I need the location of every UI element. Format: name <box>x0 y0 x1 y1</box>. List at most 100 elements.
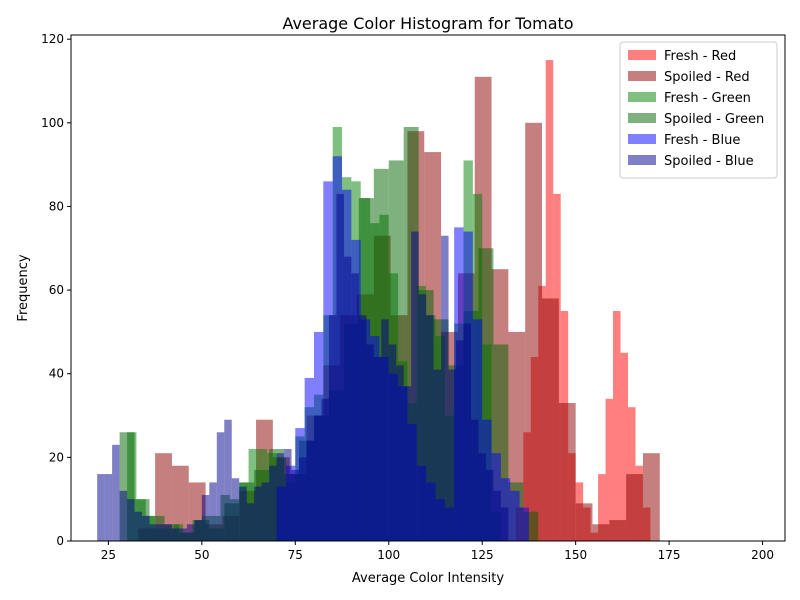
y-axis-label: Frequency <box>16 254 31 321</box>
histogram-bar <box>418 294 427 541</box>
histogram-bar <box>216 432 225 541</box>
histogram-bar <box>97 474 105 541</box>
histogram-bar <box>575 503 593 541</box>
histogram-bar <box>134 511 143 541</box>
histogram-bar <box>493 490 501 541</box>
histogram-bar <box>613 311 621 541</box>
series-5 <box>97 193 509 542</box>
legend-label: Spoiled - Blue <box>664 154 754 169</box>
y-axis: 0 20 40 60 80 100 120 <box>41 32 71 548</box>
histogram-bar <box>299 457 307 541</box>
histogram-bar <box>525 122 543 541</box>
histogram-bar <box>441 235 449 542</box>
histogram-bar <box>426 315 434 541</box>
histogram-bar <box>171 528 180 541</box>
histogram-bar <box>306 440 314 541</box>
legend-swatch <box>628 113 656 123</box>
histogram-bar <box>510 490 520 541</box>
histogram-bar <box>470 419 479 541</box>
histogram-bar <box>396 365 404 541</box>
legend-label: Spoiled - Green <box>664 112 764 127</box>
histogram-bar <box>403 386 412 541</box>
histogram-bar <box>239 486 247 541</box>
legend-swatch <box>628 134 656 144</box>
histogram-bar <box>411 231 419 542</box>
histogram-bar <box>609 520 627 541</box>
plot-frame <box>70 34 786 542</box>
histogram-bar <box>186 524 195 541</box>
histogram-bar <box>119 490 128 541</box>
y-tick-label: 120 <box>41 32 64 46</box>
histogram-bar <box>358 315 367 541</box>
histogram-bar <box>254 486 262 541</box>
histogram-bar <box>291 469 300 541</box>
histogram-bar <box>381 319 389 541</box>
histogram-bar <box>276 453 285 541</box>
histogram-bar <box>104 474 113 541</box>
histogram-bar <box>313 415 322 541</box>
x-axis: 25 50 75 100 125 150 175 200 <box>101 541 774 562</box>
histogram-bar <box>519 507 529 541</box>
histogram-bar <box>558 403 576 541</box>
histogram-bar <box>456 340 464 541</box>
x-tick-label: 150 <box>564 548 587 562</box>
legend-label: Fresh - Red <box>664 49 736 64</box>
legend-label: Fresh - Green <box>664 91 751 106</box>
x-tick-label: 200 <box>751 548 774 562</box>
y-tick-label: 100 <box>41 116 64 130</box>
histogram-bar <box>201 495 210 541</box>
histogram-bar <box>179 528 187 541</box>
legend-swatch <box>628 71 656 81</box>
histogram-bar <box>485 469 494 541</box>
histogram-bar <box>598 474 606 541</box>
histogram-bar <box>500 507 509 541</box>
histogram-bar <box>592 524 610 541</box>
histogram-bar <box>156 524 165 541</box>
histogram-bar <box>127 499 135 541</box>
x-tick-label: 125 <box>471 548 494 562</box>
histogram-bar <box>478 453 486 541</box>
histogram-bar <box>343 256 352 541</box>
histogram-bar <box>433 369 442 541</box>
y-tick-label: 40 <box>49 367 64 381</box>
histogram-bar <box>164 524 172 541</box>
x-tick-label: 100 <box>377 548 400 562</box>
histogram-bar <box>388 344 397 541</box>
histogram-bar <box>542 298 559 541</box>
x-tick-label: 175 <box>658 548 681 562</box>
legend-swatch <box>628 155 656 165</box>
histogram-bar <box>149 524 157 541</box>
x-axis-label: Average Color Intensity <box>352 571 504 586</box>
y-tick-label: 20 <box>49 450 64 464</box>
x-tick-label: 25 <box>101 548 116 562</box>
legend-frame <box>619 41 778 179</box>
histogram-bar <box>194 520 202 541</box>
histogram-bar <box>605 398 614 541</box>
histogram-bar <box>142 515 150 541</box>
histogram-bar <box>351 273 359 541</box>
legend-swatch <box>628 92 656 102</box>
legend-label: Spoiled - Red <box>664 70 750 85</box>
histogram-bar <box>269 465 277 541</box>
legend: Fresh - Red Spoiled - Red Fresh - Green Spo… <box>619 41 778 179</box>
histogram-bar <box>336 193 344 541</box>
legend-swatch <box>628 50 656 60</box>
y-tick-label: 80 <box>49 199 64 213</box>
x-tick-label: 50 <box>194 548 209 562</box>
histogram-bar <box>112 444 120 541</box>
legend-label: Fresh - Blue <box>664 133 740 148</box>
histogram-bar <box>323 181 333 542</box>
x-tick-label: 75 <box>288 548 303 562</box>
histogram-bar <box>209 482 217 541</box>
histogram-bar <box>620 352 628 541</box>
histogram-bar <box>642 453 660 541</box>
histogram-bar <box>231 478 240 541</box>
y-tick-label: 0 <box>56 534 64 548</box>
histogram-bar <box>626 474 643 541</box>
bars-layer <box>97 60 660 542</box>
histogram-bar <box>373 357 382 541</box>
histogram-bar <box>171 465 189 541</box>
histogram-bar <box>321 398 329 541</box>
histogram-bar <box>463 323 471 541</box>
